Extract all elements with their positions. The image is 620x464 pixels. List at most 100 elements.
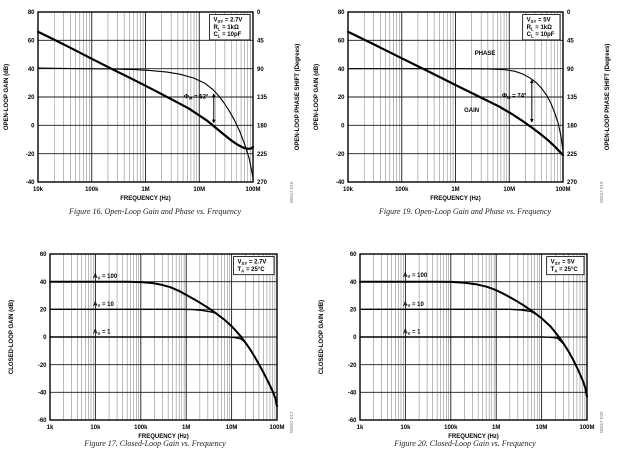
svg-text:40: 40 [28,67,35,73]
svg-text:0: 0 [353,335,357,341]
svg-text:1M: 1M [182,425,190,431]
svg-text:1M: 1M [141,187,149,193]
svg-text:FREQUENCY (Hz): FREQUENCY (Hz) [448,434,499,440]
svg-text:-40: -40 [38,391,47,397]
svg-text:TA = 25°C: TA = 25°C [238,267,266,273]
svg-text:100M: 100M [555,187,570,193]
svg-text:60: 60 [338,39,345,45]
series-av100 [359,280,588,398]
svg-text:10M: 10M [193,187,205,193]
svg-text:10M: 10M [536,425,548,431]
plot-frame [347,11,564,183]
series-av1 [49,336,278,407]
svg-text:20: 20 [338,95,345,101]
svg-text:100k: 100k [395,187,409,193]
svg-text:100k: 100k [85,187,99,193]
figure-20-panel: 60 40 20 0 -20 -40 -60 1k 10k 100k 1M 10M 100M FREQUE… [310,232,620,464]
svg-text:225: 225 [567,152,578,158]
figure-17-caption: Figure 17. Closed-Loop Gain vs. Frequenc… [84,439,226,448]
series-gain [346,30,565,157]
svg-text:-40: -40 [336,180,345,186]
grid [38,12,253,182]
svg-text:100M: 100M [269,425,284,431]
svg-text:VSY = 2.7V: VSY = 2.7V [238,260,267,266]
svg-text:OPEN-LOOP GAIN (dB): OPEN-LOOP GAIN (dB) [4,64,10,130]
svg-text:0: 0 [31,124,35,130]
svg-text:-20: -20 [336,152,345,158]
svg-text:-60: -60 [348,418,357,424]
svg-text:CL = 10pF: CL = 10pF [214,32,242,38]
svg-text:270: 270 [567,180,578,186]
svg-text:-20: -20 [348,363,357,369]
figure-code: 06557-020 [599,411,604,433]
figure-code: 06557-019 [599,181,604,203]
svg-text:10k: 10k [33,187,44,193]
figure-code: 06557-016 [289,181,294,203]
plot-frame [37,11,254,183]
svg-text:AV = 100: AV = 100 [403,273,428,279]
svg-text:40: 40 [338,67,345,73]
svg-text:10k: 10k [90,425,101,431]
svg-text:-60: -60 [38,418,47,424]
svg-text:180: 180 [567,124,578,130]
svg-text:CL = 10pF: CL = 10pF [527,32,555,38]
svg-text:-20: -20 [38,363,47,369]
svg-text:0: 0 [341,124,345,130]
svg-text:45: 45 [567,39,574,45]
svg-text:VSY = 2.7V: VSY = 2.7V [214,18,243,24]
svg-text:10M: 10M [503,187,515,193]
svg-text:90: 90 [257,67,264,73]
svg-text:CLOSED-LOOP GAIN (dB): CLOSED-LOOP GAIN (dB) [319,300,325,374]
svg-text:TA = 25°C: TA = 25°C [551,267,579,273]
figure-16-chart: 80 0 60 45 40 90 20 135 0 180 -20 225 -40 270 10k 100k 1… [4,10,301,203]
svg-text:60: 60 [40,252,47,258]
phase-margin-annotation: ΦM = 74° [502,79,534,123]
series-phase [37,67,254,179]
series-av100 [49,280,278,408]
phase-margin-annotation: ΦM = 52° [184,93,216,124]
svg-text:AV = 1: AV = 1 [93,329,111,335]
svg-text:0: 0 [43,335,47,341]
svg-text:ΦM = 74°: ΦM = 74° [502,94,527,100]
svg-text:45: 45 [257,39,264,45]
figure-17-panel: 60 40 20 0 -20 -40 -60 1k 10k 100k 1M 10M 100M FREQUE… [0,232,310,464]
svg-text:1k: 1k [47,425,54,431]
svg-text:CLOSED-LOOP GAIN (dB): CLOSED-LOOP GAIN (dB) [9,300,15,374]
svg-text:100k: 100k [444,425,458,431]
svg-text:-20: -20 [26,152,35,158]
svg-text:AV = 10: AV = 10 [93,302,114,308]
svg-text:-40: -40 [348,391,357,397]
axis-labels: 80 0 60 45 40 90 20 135 0 180 -20 225 -40 270 10k 100k 1… [314,10,611,202]
svg-text:AV = 10: AV = 10 [403,302,424,308]
svg-text:90: 90 [567,67,574,73]
svg-text:225: 225 [257,152,268,158]
svg-text:VSY = 5V: VSY = 5V [551,260,575,266]
series-av10 [359,308,588,398]
svg-text:FREQUENCY (Hz): FREQUENCY (Hz) [120,196,171,202]
svg-text:20: 20 [350,308,357,314]
svg-text:10k: 10k [343,187,354,193]
svg-text:270: 270 [257,180,268,186]
svg-text:1M: 1M [451,187,459,193]
figure-code: 06557-017 [289,411,294,433]
svg-text:20: 20 [28,95,35,101]
svg-text:10k: 10k [400,425,411,431]
svg-text:100M: 100M [579,425,594,431]
svg-text:40: 40 [350,280,357,286]
svg-text:OPEN-LOOP PHASE SHIFT (Degrees: OPEN-LOOP PHASE SHIFT (Degrees) [605,44,611,151]
svg-text:1k: 1k [357,425,364,431]
svg-text:60: 60 [350,252,357,258]
series-av1 [359,336,588,398]
svg-text:100k: 100k [134,425,148,431]
svg-text:ΦM = 52°: ΦM = 52° [184,94,209,100]
figure-16-caption: Figure 16. Open-Loop Gain and Phase vs. … [68,207,242,216]
svg-text:100M: 100M [245,187,260,193]
series-phase [347,68,564,152]
svg-text:0: 0 [257,10,261,16]
svg-text:135: 135 [257,95,268,101]
